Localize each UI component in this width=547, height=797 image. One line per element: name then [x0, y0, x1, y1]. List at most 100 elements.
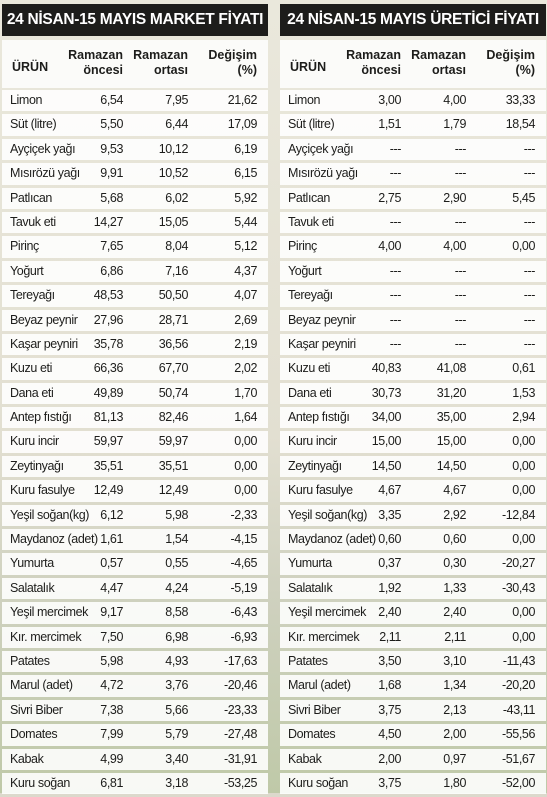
mid-ramadan-price: 1,33: [443, 580, 466, 595]
mid-ramadan-price: 6,02: [165, 190, 188, 205]
product-name: Tavuk eti: [10, 214, 56, 229]
table-row: Salatalık 4,47 4,24 -5,19: [2, 577, 268, 600]
producer-table-header: ÜRÜN Ramazan öncesi Ramazan ortası Değiş…: [280, 40, 546, 88]
product-name: Kuru soğan: [288, 775, 348, 790]
product-name: Patates: [288, 653, 328, 668]
market-table-header: ÜRÜN Ramazan öncesi Ramazan ortası Değiş…: [2, 40, 268, 88]
change-percent: -43,11: [502, 702, 536, 717]
table-row: Sivri Biber 7,38 5,66 -23,33: [2, 699, 268, 722]
table-row: Ayçiçek yağı 9,53 10,12 6,19: [2, 138, 268, 161]
change-percent: 5,45: [512, 190, 535, 205]
product-name: Maydanoz (adet): [10, 532, 98, 547]
before-ramadan-price: 4,67: [378, 483, 401, 498]
change-percent: -5,19: [230, 580, 258, 595]
before-ramadan-price: 66,36: [93, 361, 124, 376]
change-percent: 0,00: [512, 532, 535, 547]
header-change-percent: Değişim (%): [486, 48, 535, 77]
mid-ramadan-price: 36,56: [158, 336, 189, 351]
before-ramadan-price: 9,53: [100, 141, 123, 156]
table-row: Marul (adet) 4,72 3,76 -20,46: [2, 675, 268, 697]
product-name: Kuru incir: [288, 434, 337, 449]
market-table-title: 24 NİSAN-15 MAYIS MARKET FİYATI: [2, 4, 268, 36]
mid-ramadan-price: 4,24: [165, 580, 188, 595]
change-percent: 0,00: [512, 458, 535, 473]
change-percent: 4,07: [234, 288, 257, 303]
change-percent: ---: [523, 288, 536, 303]
table-row: Maydanoz (adet) 0,60 0,60 0,00: [280, 529, 546, 551]
mid-ramadan-price: 4,67: [443, 483, 466, 498]
mid-ramadan-price: 4,00: [443, 93, 466, 107]
change-percent: -6,43: [230, 605, 258, 620]
mid-ramadan-price: 50,50: [158, 288, 189, 303]
before-ramadan-price: 14,27: [93, 214, 124, 229]
product-name: Antep fıstığı: [288, 410, 350, 425]
before-ramadan-price: 2,00: [378, 751, 401, 766]
before-ramadan-price: 7,38: [100, 702, 123, 717]
table-row: Yoğurt 6,86 7,16 4,37: [2, 260, 268, 283]
product-name: Yeşil mercimek: [288, 605, 366, 620]
product-name: Dana eti: [10, 385, 54, 400]
change-percent: ---: [523, 312, 536, 327]
mid-ramadan-price: 12,49: [158, 483, 189, 498]
mid-ramadan-price: 2,11: [444, 629, 466, 644]
table-row: Salatalık 1,92 1,33 -30,43: [280, 577, 546, 600]
mid-ramadan-price: 15,05: [158, 214, 189, 229]
table-row: Yeşil mercimek 2,40 2,40 0,00: [280, 602, 546, 624]
before-ramadan-price: 6,81: [100, 775, 123, 790]
product-name: Antep fıstığı: [10, 410, 72, 425]
change-percent: -2,33: [230, 507, 258, 522]
change-percent: -53,25: [223, 775, 257, 790]
producer-table-rows: Limon 3,00 4,00 33,33 Süt (litre) 1,51 1,79 18,…: [280, 90, 546, 797]
product-name: Zeytinyağı: [10, 458, 64, 473]
product-name: Pirinç: [10, 239, 39, 254]
product-name: Kaşar peyniri: [10, 336, 78, 351]
mid-ramadan-price: 8,58: [165, 605, 188, 620]
change-percent: 2,19: [234, 336, 257, 351]
table-row: Yeşil mercimek 9,17 8,58 -6,43: [2, 602, 268, 624]
mid-ramadan-price: 1,80: [443, 775, 466, 790]
product-name: Kabak: [288, 751, 322, 766]
table-row: Marul (adet) 1,68 1,34 -20,20: [280, 675, 546, 697]
product-name: Tereyağı: [288, 288, 333, 303]
product-name: Limon: [288, 93, 321, 107]
mid-ramadan-price: 82,46: [158, 410, 189, 425]
before-ramadan-price: 6,12: [100, 507, 123, 522]
product-name: Yoğurt: [288, 263, 322, 278]
change-percent: 21,62: [227, 93, 258, 107]
change-percent: -52,00: [501, 775, 535, 790]
mid-ramadan-price: 4,93: [165, 653, 188, 668]
before-ramadan-price: ---: [389, 141, 402, 156]
before-ramadan-price: 0,60: [378, 532, 401, 547]
table-row: Mısırözü yağı --- --- ---: [280, 163, 546, 185]
product-name: Yeşil soğan(kg): [288, 507, 368, 522]
before-ramadan-price: 1,68: [378, 678, 401, 693]
mid-ramadan-price: 41,08: [436, 361, 467, 376]
change-percent: 6,15: [234, 166, 257, 181]
product-name: Yumurta: [288, 556, 332, 571]
table-row: Yumurta 0,57 0,55 -4,65: [2, 553, 268, 575]
table-row: Kuru fasulye 12,49 12,49 0,00: [2, 480, 268, 502]
product-name: Kuru fasulye: [288, 483, 353, 498]
change-percent: 2,02: [234, 361, 257, 376]
before-ramadan-price: 27,96: [93, 312, 124, 327]
product-name: Marul (adet): [10, 678, 73, 693]
header-product: ÜRÜN: [290, 60, 327, 74]
product-name: Tereyağı: [10, 288, 55, 303]
table-row: Limon 3,00 4,00 33,33: [280, 90, 546, 112]
mid-ramadan-price: 2,13: [443, 702, 466, 717]
mid-ramadan-price: ---: [454, 288, 467, 303]
change-percent: -27,48: [223, 727, 257, 742]
product-name: Domates: [288, 727, 336, 742]
change-percent: 0,00: [512, 605, 535, 620]
product-name: Süt (litre): [288, 117, 335, 132]
product-name: Maydanoz (adet): [288, 532, 376, 547]
change-percent: -6,93: [230, 629, 258, 644]
before-ramadan-price: 6,86: [100, 263, 123, 278]
before-ramadan-price: 35,51: [93, 458, 124, 473]
before-ramadan-price: 5,50: [100, 117, 123, 132]
change-percent: 2,94: [512, 410, 535, 425]
table-row: Kuru fasulye 4,67 4,67 0,00: [280, 480, 546, 502]
change-percent: -11,43: [502, 653, 536, 668]
product-name: Salatalık: [10, 580, 55, 595]
product-name: Domates: [10, 727, 58, 742]
